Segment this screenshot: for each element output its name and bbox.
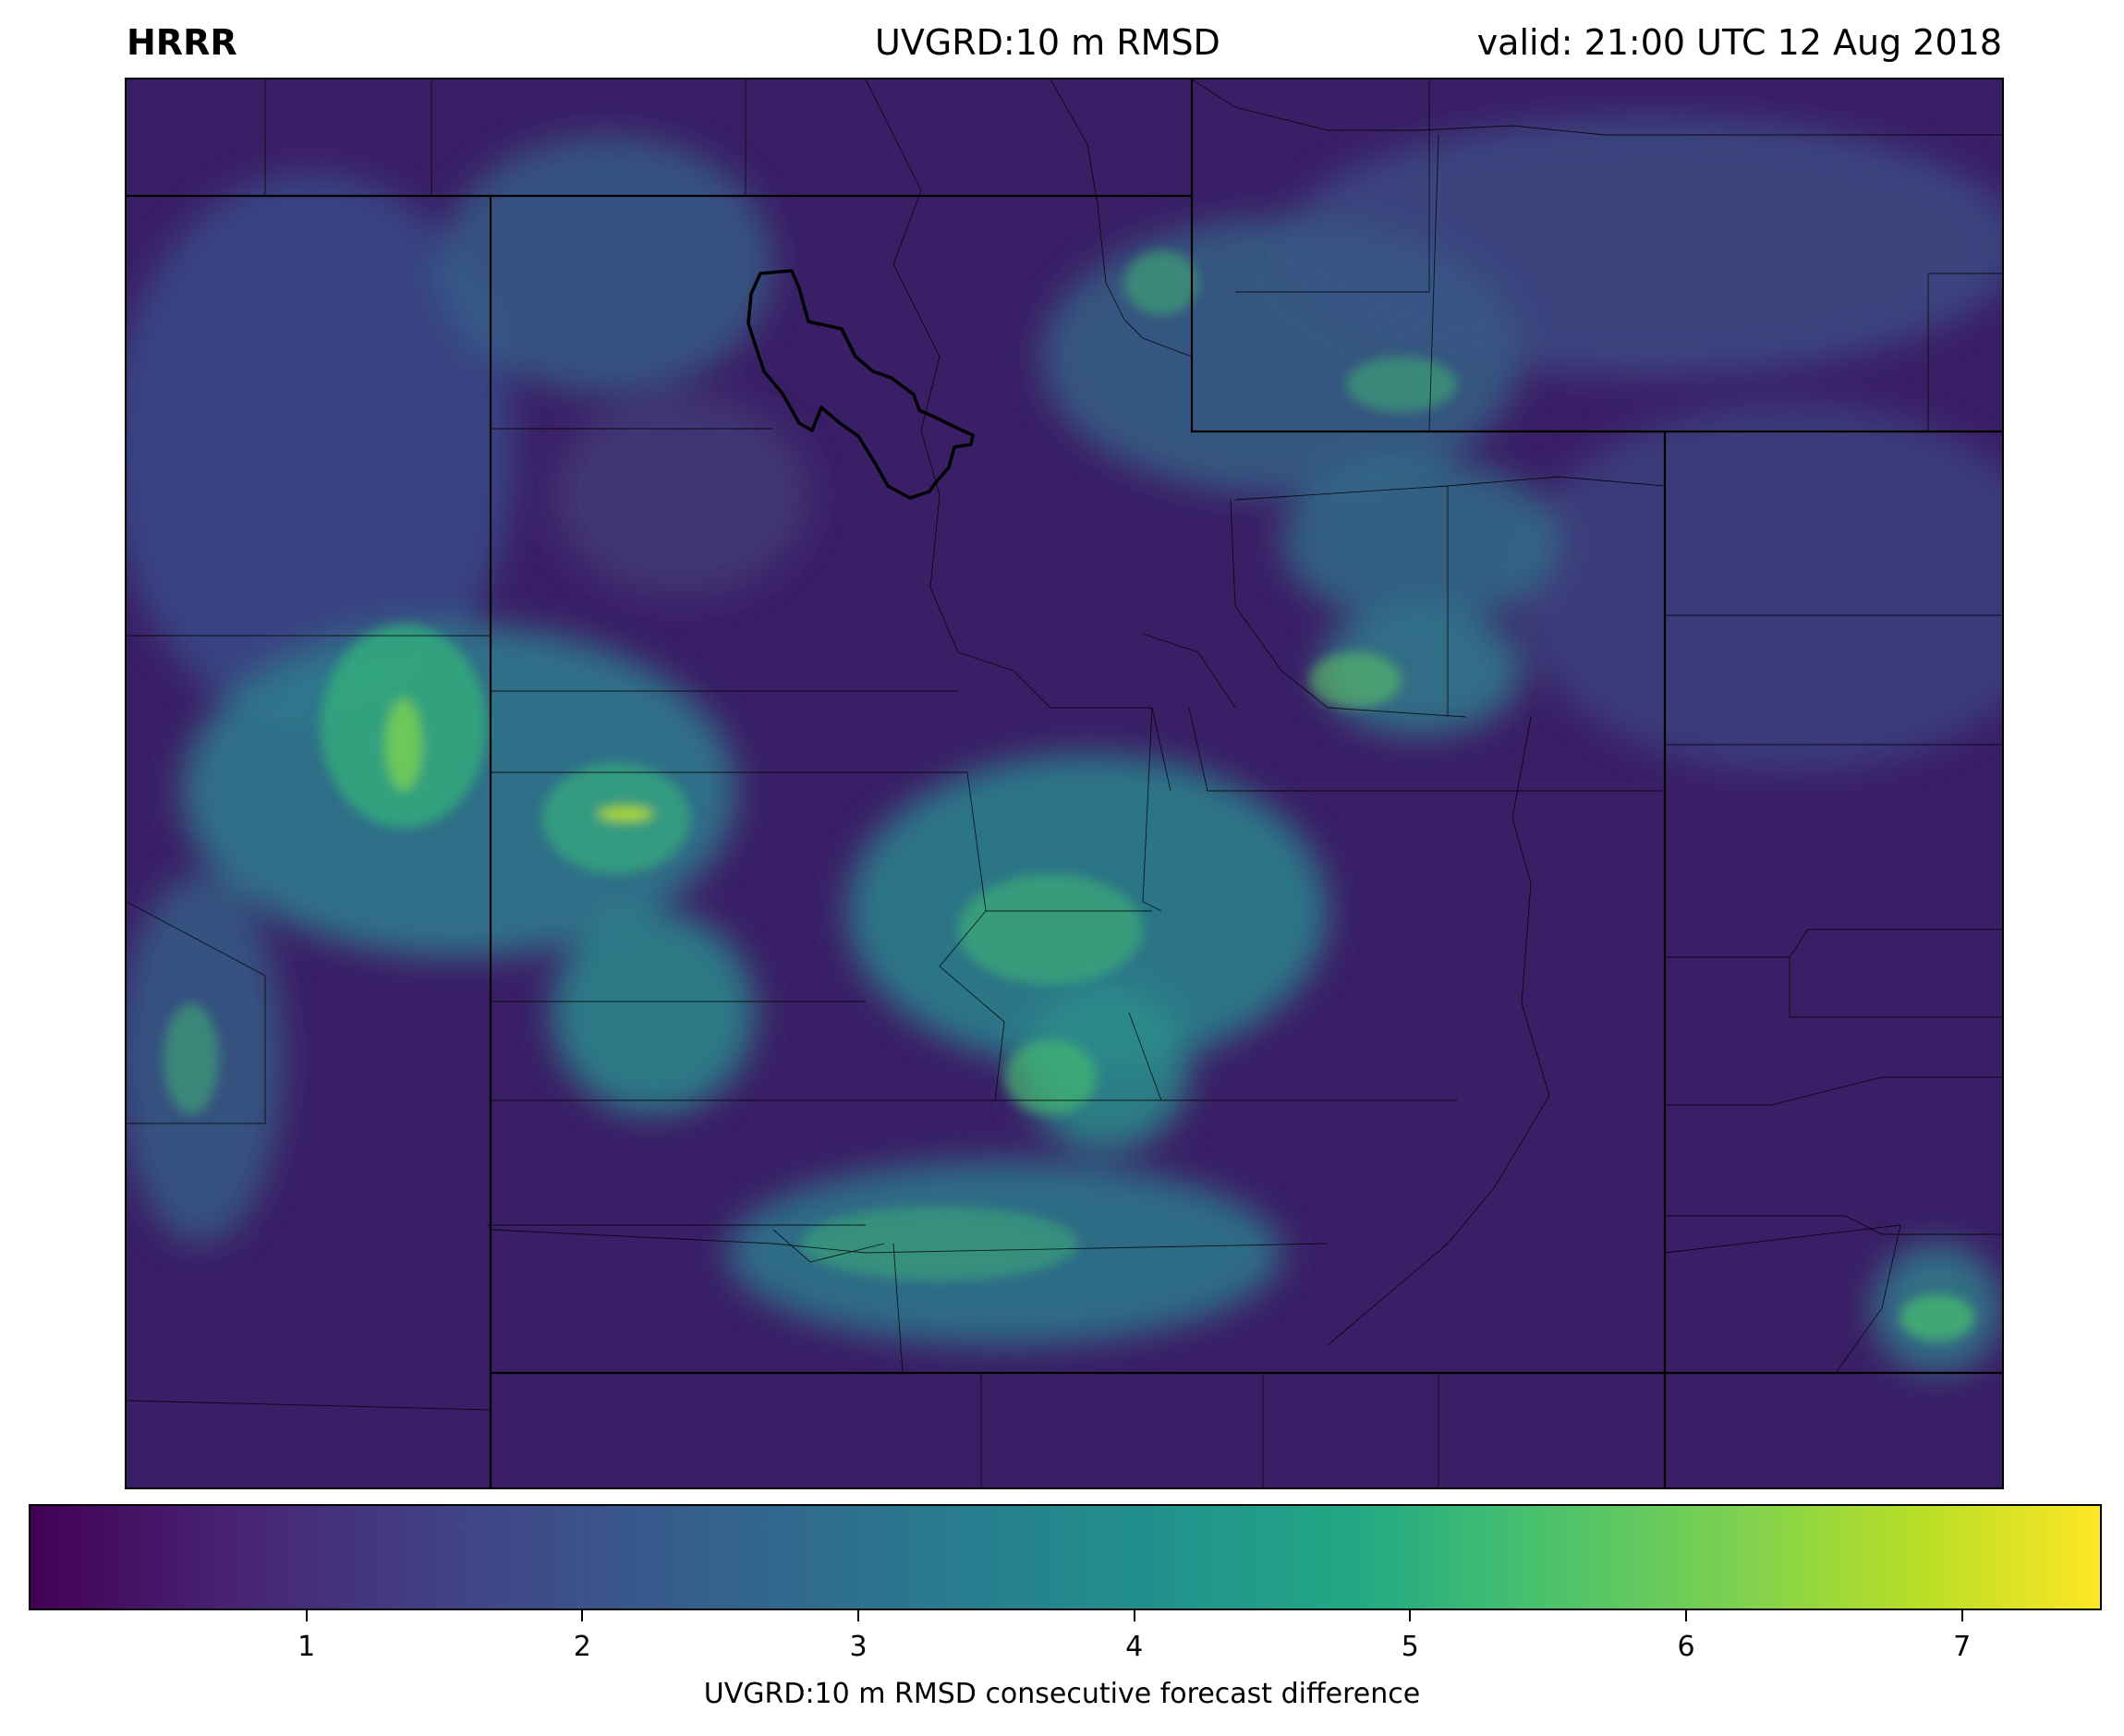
model-name: HRRR: [127, 22, 237, 63]
colorbar-tick-mark: [581, 1610, 584, 1621]
colorbar-tick-label: 6: [1677, 1631, 1695, 1663]
map-panel: [125, 78, 2004, 1489]
field-title: UVGRD:10 m RMSD: [875, 22, 1220, 63]
outlined-contour: [746, 269, 975, 500]
colorbar: [29, 1504, 2102, 1610]
colorbar-tick-mark: [1133, 1610, 1135, 1621]
map-canvas: [127, 79, 2002, 1487]
colorbar-tick-label: 7: [1953, 1631, 1972, 1663]
colorbar-tick-mark: [1960, 1610, 1963, 1621]
colorbar-tick-label: 4: [1125, 1631, 1144, 1663]
colorbar-tick-label: 3: [849, 1631, 868, 1663]
colorbar-tick-label: 2: [573, 1631, 591, 1663]
colorbar-tick-mark: [1685, 1610, 1687, 1621]
colorbar-label: UVGRD:10 m RMSD consecutive forecast dif…: [703, 1678, 1421, 1710]
state-boundaries: [127, 79, 2002, 1487]
colorbar-tick-mark: [1409, 1610, 1412, 1621]
colorbar-tick-mark: [305, 1610, 308, 1621]
county-boundaries: [127, 79, 2002, 1487]
colorbar-tick-label: 5: [1401, 1631, 1419, 1663]
colorbar-tick-label: 1: [297, 1631, 316, 1663]
field-hotspots: [164, 250, 1974, 1341]
colorbar-tick-mark: [857, 1610, 859, 1621]
valid-time: valid: 21:00 UTC 12 Aug 2018: [1476, 22, 2002, 63]
field-patches: [127, 116, 2002, 1373]
